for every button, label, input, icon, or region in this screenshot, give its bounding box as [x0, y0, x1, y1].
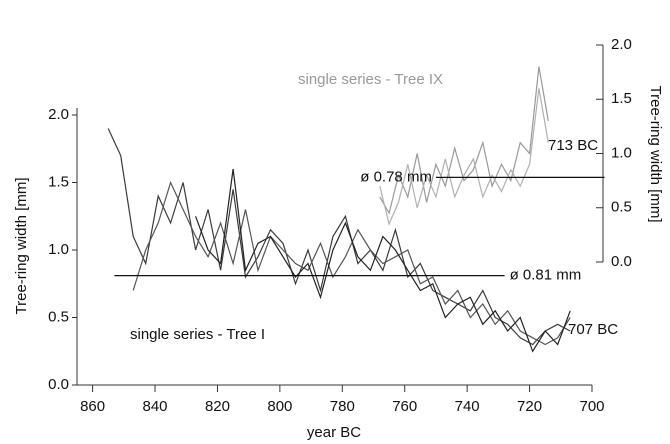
reference-label: ø 0.81 mm [510, 267, 582, 284]
series-line [379, 88, 549, 226]
y-tick-label: 0.0 [48, 376, 69, 393]
y2-tick-label: 1.5 [611, 90, 632, 107]
x-tick-label: 780 [330, 398, 355, 415]
annotation: single series - Tree I [130, 326, 265, 343]
y-tick-label: 0.5 [48, 308, 69, 325]
x-tick-label: 800 [267, 398, 292, 415]
x-tick-label: 740 [455, 398, 480, 415]
y2-tick-label: 0.0 [611, 253, 632, 270]
y2-axis-label: Tree-ring width [mm] [647, 86, 664, 223]
y-tick-label: 1.5 [48, 173, 69, 190]
x-axis-label: year BC [307, 424, 361, 441]
series-line [379, 66, 549, 215]
y-tick-label: 1.0 [48, 241, 69, 258]
x-tick-label: 760 [392, 398, 417, 415]
y2-tick-label: 2.0 [611, 36, 632, 53]
x-tick-label: 720 [517, 398, 542, 415]
annotation: single series - Tree IX [298, 71, 443, 88]
series-line [132, 180, 571, 346]
annotation: 707 BC [568, 321, 618, 338]
y2-tick-label: 0.5 [611, 199, 632, 216]
series-line [195, 168, 571, 353]
x-tick-label: 860 [80, 398, 105, 415]
y2-tick-label: 1.0 [611, 144, 632, 161]
reference-label: ø 0.78 mm [360, 168, 432, 185]
x-tick-label: 840 [143, 398, 168, 415]
annotation: 713 BC [548, 137, 598, 154]
y-axis-label: Tree-ring width [mm] [13, 178, 30, 315]
x-tick-label: 820 [205, 398, 230, 415]
y-tick-label: 2.0 [48, 106, 69, 123]
x-tick-label: 700 [579, 398, 604, 415]
